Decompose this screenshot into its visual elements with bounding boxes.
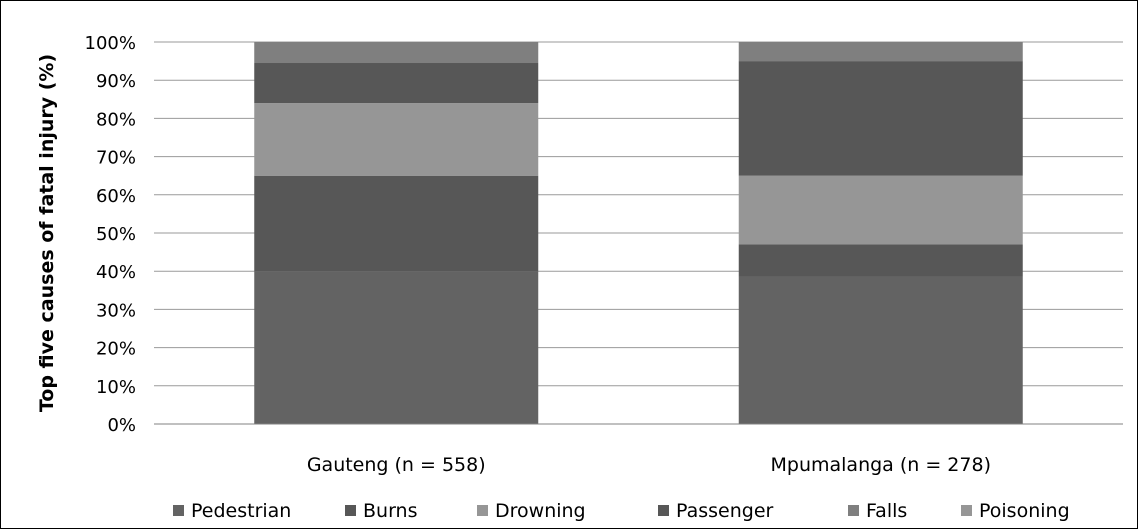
bar-segment-poisoning — [738, 175, 1023, 245]
y-tick-label: 10% — [96, 377, 136, 398]
legend-label: Passenger — [676, 500, 774, 522]
x-tick-label: Mpumalanga (n = 278) — [771, 454, 992, 476]
bar-segment-pedestrian — [738, 276, 1023, 424]
y-tick-label: 40% — [96, 262, 136, 283]
x-tick-label: Gauteng (n = 558) — [307, 454, 486, 476]
legend-label: Falls — [866, 500, 907, 522]
y-tick-label: 70% — [96, 148, 136, 169]
y-tick-label: 60% — [96, 186, 136, 207]
legend-label: Drowning — [495, 500, 586, 522]
y-axis-title: Top five causes of fatal injury (%) — [36, 54, 58, 412]
legend-swatch — [848, 505, 859, 516]
y-tick-label: 90% — [96, 71, 136, 92]
bar-segment-burns — [738, 244, 1023, 277]
y-tick-label: 0% — [107, 415, 136, 436]
legend: Pedestrian Burns Drowning Passenger Falls Poi… — [173, 500, 1070, 522]
axes: 0% 10% 20% 30% 40% 50% 60% 70% 80% 90% 100% Gauteng… — [85, 33, 1123, 476]
legend-label: Pedestrian — [191, 500, 291, 522]
legend-label: Burns — [363, 500, 418, 522]
bar-segment-drowning — [254, 103, 539, 176]
bar-segment-pedestrian — [254, 271, 539, 424]
legend-swatch — [345, 505, 356, 516]
bar-segment-passenger — [254, 63, 539, 104]
y-tick-label: 100% — [85, 33, 136, 54]
legend-swatch — [961, 505, 972, 516]
legend-label: Poisoning — [979, 500, 1070, 522]
bar-segment-burns — [254, 175, 539, 272]
legend-swatch — [173, 505, 184, 516]
y-tick-label: 20% — [96, 339, 136, 360]
y-tick-label: 50% — [96, 224, 136, 245]
bars — [254, 42, 1023, 424]
bar-segment-falls — [254, 42, 539, 64]
bar-segment-passenger — [738, 61, 1023, 176]
y-tick-label: 30% — [96, 300, 136, 321]
legend-swatch — [658, 505, 669, 516]
y-tick-label: 80% — [96, 109, 136, 130]
bar-segment-falls — [738, 42, 1023, 62]
legend-swatch — [477, 505, 488, 516]
